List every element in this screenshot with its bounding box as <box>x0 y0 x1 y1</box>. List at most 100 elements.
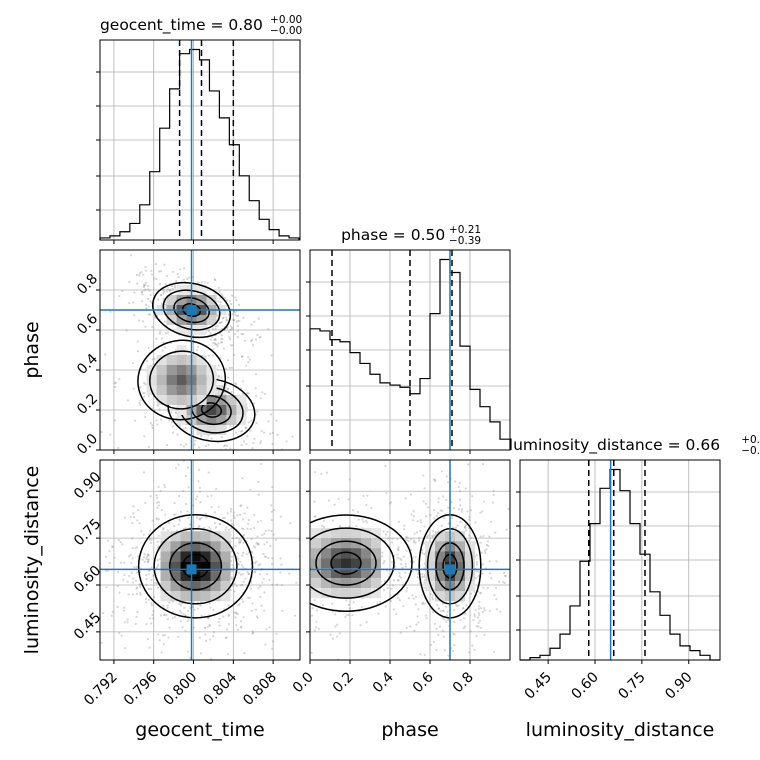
sample-point <box>176 665 178 667</box>
sample-point <box>260 604 263 607</box>
sample-point <box>483 609 486 612</box>
sample-point <box>276 614 278 616</box>
sample-point <box>131 547 134 550</box>
density-cell <box>455 591 465 602</box>
sample-point <box>134 547 137 550</box>
sample-point <box>150 566 153 569</box>
sample-point <box>263 555 266 558</box>
sample-point <box>119 541 122 544</box>
sample-point <box>481 563 484 566</box>
density-cell <box>210 561 221 572</box>
sample-point <box>293 614 296 617</box>
sample-point <box>219 356 222 359</box>
sample-point <box>285 440 288 443</box>
sample-point <box>167 455 169 457</box>
sample-point <box>117 570 120 574</box>
density-cell <box>156 395 167 405</box>
sample-point <box>233 311 237 314</box>
sample-point <box>415 623 418 626</box>
density-cell <box>435 541 445 552</box>
sample-point <box>482 586 485 589</box>
sample-point <box>478 600 481 604</box>
sample-point <box>153 316 157 319</box>
sample-point <box>133 291 136 294</box>
density-cell <box>166 385 177 395</box>
sample-point <box>247 596 250 600</box>
sample-point <box>143 560 146 563</box>
sample-point <box>250 537 253 541</box>
sample-point <box>137 319 141 322</box>
xtick-label: 0.800 <box>161 669 201 709</box>
sample-point <box>337 497 340 500</box>
density-cell <box>220 541 231 552</box>
sample-point <box>271 557 274 560</box>
sample-point <box>150 602 153 605</box>
sample-point <box>224 444 227 447</box>
sample-point <box>315 609 319 612</box>
sample-point <box>178 609 182 612</box>
sample-point <box>200 516 203 520</box>
density-cell <box>190 531 201 542</box>
sample-point <box>148 646 151 649</box>
sample-point <box>204 512 208 516</box>
density-cell <box>206 315 217 325</box>
title-plus: +0.00 <box>270 14 302 26</box>
sample-point <box>178 268 182 271</box>
sample-point <box>247 572 250 576</box>
sample-point <box>417 539 421 542</box>
sample-point <box>229 325 233 328</box>
sample-point <box>258 573 262 576</box>
sample-point <box>431 535 434 538</box>
sample-point <box>218 523 221 526</box>
sample-point <box>224 636 228 640</box>
sample-point <box>483 549 486 552</box>
density-cell <box>435 591 445 602</box>
sample-point <box>265 540 268 544</box>
sample-point <box>241 380 245 383</box>
density-cell <box>361 548 371 559</box>
yaxis-label-phase: phase <box>21 321 43 378</box>
sample-point <box>416 576 419 579</box>
sample-point <box>199 652 202 655</box>
sample-point <box>105 586 108 589</box>
density-cell <box>180 551 191 562</box>
sample-point <box>366 494 369 497</box>
sample-point <box>178 519 181 522</box>
sample-point <box>220 334 224 337</box>
sample-point <box>388 502 391 505</box>
sample-point <box>351 509 354 512</box>
sample-point <box>131 521 134 525</box>
sample-point <box>195 348 199 352</box>
sample-point <box>478 619 482 622</box>
sample-point <box>210 437 213 440</box>
sample-point <box>220 321 223 324</box>
sample-point <box>269 502 271 504</box>
sample-point <box>142 471 146 474</box>
sample-point <box>157 501 160 504</box>
sample-point <box>101 611 105 615</box>
ytick-label: 0.75 <box>71 516 104 549</box>
sample-point <box>455 604 458 608</box>
sample-point <box>216 345 219 348</box>
sample-point <box>249 513 251 515</box>
ytick-label: 0.60 <box>71 563 104 596</box>
sample-point <box>474 608 477 611</box>
sample-point <box>201 663 203 665</box>
sample-point <box>123 621 126 624</box>
sample-point <box>235 612 238 615</box>
sample-point <box>249 429 252 432</box>
sample-point <box>257 563 260 566</box>
sample-point <box>385 533 388 536</box>
sample-point <box>143 435 146 438</box>
sample-point <box>396 548 399 551</box>
sample-point <box>162 528 165 531</box>
sample-point <box>193 608 196 611</box>
sample-point <box>213 278 216 281</box>
sample-point <box>235 299 238 302</box>
sample-point <box>478 614 481 617</box>
sample-point <box>145 360 149 363</box>
sample-point <box>291 550 293 552</box>
sample-point <box>135 587 138 590</box>
sample-point <box>132 516 136 519</box>
density-cell <box>190 581 201 592</box>
